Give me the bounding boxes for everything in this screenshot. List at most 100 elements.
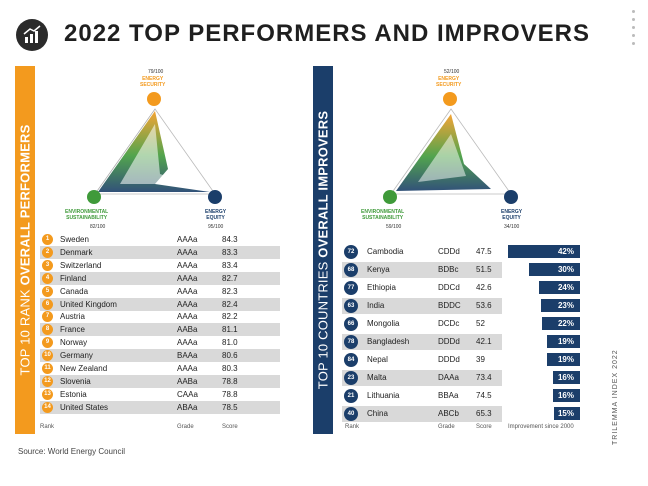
score-cell: 39	[476, 355, 485, 364]
score-cell: 52	[476, 319, 485, 328]
left-equity-score: 95/100	[208, 224, 224, 230]
right-security-score: 52/100	[444, 69, 460, 75]
grade-cell: AABa	[177, 376, 198, 386]
rank-badge: 6	[42, 298, 53, 310]
right-equity-label: ENERGY EQUITY	[501, 209, 523, 221]
country-name: Canada	[60, 286, 89, 296]
country-name: Cambodia	[367, 247, 404, 256]
rank-badge: 4	[42, 272, 53, 284]
decorative-dots	[628, 10, 640, 50]
grade-cell: AAAa	[177, 260, 198, 270]
rank-badge: 66	[344, 317, 358, 331]
left-security-label: ENERGY SECURITY	[140, 76, 166, 88]
table-row: 4 Finland AAAa 82.7	[40, 271, 280, 285]
right-rank-header: Rank	[345, 424, 360, 430]
country-name: United States	[60, 402, 109, 412]
country-name: India	[367, 301, 385, 310]
left-env-label: ENVIRONMENTAL SUSTAINABILITY	[65, 209, 109, 221]
plug-icon	[504, 190, 518, 204]
table-row: 3 Switzerland AAAa 83.4	[40, 259, 280, 272]
country-name: Norway	[60, 338, 88, 348]
table-row: 8 France AABa 81.1	[40, 323, 280, 337]
improvement-bar: 22%	[542, 317, 580, 330]
score-cell: 78.8	[222, 389, 238, 399]
improvement-bar: 15%	[554, 407, 580, 420]
table-row: 5 Canada AAAa 82.3	[40, 285, 280, 298]
table-row: 11 New Zealand AAAa 80.3	[40, 362, 280, 375]
grade-cell: DDDd	[438, 337, 460, 346]
security-icon	[147, 92, 161, 106]
score-cell: 82.7	[222, 273, 238, 283]
left-score-header: Score	[222, 424, 238, 430]
score-cell: 82.2	[222, 312, 238, 322]
table-row: 7 Austria AAAa 82.2	[40, 310, 280, 323]
country-name: Nepal	[367, 355, 388, 364]
rank-badge: 63	[344, 299, 358, 313]
score-cell: 83.4	[222, 260, 238, 270]
grade-cell: CAAa	[177, 389, 198, 399]
rank-badge: 68	[344, 263, 358, 277]
country-name: New Zealand	[60, 364, 108, 373]
rank-badge: 5	[42, 285, 53, 297]
grade-cell: DDDd	[438, 355, 460, 364]
right-trilemma-triangle: 52/100 ENERGY SECURITY ENVIRONMENTAL SUS…	[356, 64, 586, 239]
right-equity-score: 34/100	[504, 224, 520, 230]
chart-row: 63 India BDDC 53.6	[342, 298, 502, 314]
right-vertical-banner: TOP 10 COUNTRIES OVERALL IMPROVERS	[313, 66, 333, 434]
table-row: 1 Sweden AAAa 84.3	[40, 233, 280, 246]
score-cell: 80.6	[222, 351, 238, 361]
table-row: 13 Estonia CAAa 78.8	[40, 388, 280, 401]
plug-icon	[208, 190, 222, 204]
score-cell: 42.1	[476, 337, 492, 346]
country-name: Germany	[60, 351, 93, 361]
left-vertical-banner: TOP 10 RANK OVERALL PERFORMERS	[15, 66, 35, 434]
improvement-bar: 16%	[553, 389, 580, 402]
rank-badge: 21	[344, 389, 358, 403]
right-env-score: 59/100	[386, 224, 402, 230]
improvement-bar: 24%	[539, 281, 580, 294]
right-improvement-header: Improvement since 2000	[508, 424, 574, 430]
rank-badge: 84	[344, 353, 358, 367]
score-cell: 78.5	[222, 402, 238, 412]
right-env-label: ENVIRONMENTAL SUSTAINABILITY	[361, 209, 405, 221]
grade-cell: AAAa	[177, 235, 198, 244]
left-rank-header: Rank	[40, 424, 55, 430]
left-banner-label-a: TOP 10 RANK	[17, 285, 33, 376]
grade-cell: AAAa	[177, 286, 198, 296]
grade-cell: DCDc	[438, 319, 460, 328]
score-cell: 74.5	[476, 391, 492, 400]
chart-row: 68 Kenya BDBc 51.5	[342, 262, 502, 278]
country-name: Lithuania	[367, 391, 400, 400]
right-banner-label-b: OVERALL IMPROVERS	[315, 110, 331, 258]
table-row: 6 United Kingdom AAAa 82.4	[40, 297, 280, 311]
improvement-bar: 19%	[547, 335, 580, 348]
rank-badge: 8	[42, 324, 53, 336]
score-cell: 83.3	[222, 247, 238, 257]
score-cell: 81.0	[222, 338, 238, 348]
leaf-icon	[383, 190, 397, 204]
rank-badge: 13	[42, 388, 53, 400]
country-name: Slovenia	[60, 376, 91, 386]
left-banner-label-b: OVERALL PERFORMERS	[17, 124, 33, 286]
left-trilemma-triangle: 79/100 ENERGY SECURITY ENVIRONMENTAL SUS…	[60, 64, 290, 239]
rank-badge: 14	[42, 401, 53, 413]
grade-cell: BDDC	[438, 301, 461, 310]
grade-cell: AAAa	[177, 299, 198, 309]
chart-row: 21 Lithuania BBAa 74.5	[342, 388, 502, 404]
rank-badge: 12	[42, 375, 53, 387]
country-name: Denmark	[60, 247, 93, 257]
score-cell: 80.3	[222, 364, 238, 373]
country-name: Switzerland	[60, 260, 102, 270]
country-name: Estonia	[60, 389, 87, 399]
left-env-score: 82/100	[90, 224, 106, 230]
grade-cell: AAAa	[177, 312, 198, 322]
rank-badge: 40	[344, 407, 358, 421]
improvement-bar: 19%	[547, 353, 580, 366]
trilemma-index-label: TRILEMMA INDEX 2022	[612, 349, 626, 459]
rank-badge: 77	[344, 281, 358, 295]
country-name: Mongolia	[367, 319, 400, 328]
rank-badge: 9	[42, 337, 53, 349]
rank-badge: 72	[344, 245, 358, 259]
grade-cell: AAAa	[177, 364, 198, 373]
score-cell: 82.4	[222, 299, 238, 309]
